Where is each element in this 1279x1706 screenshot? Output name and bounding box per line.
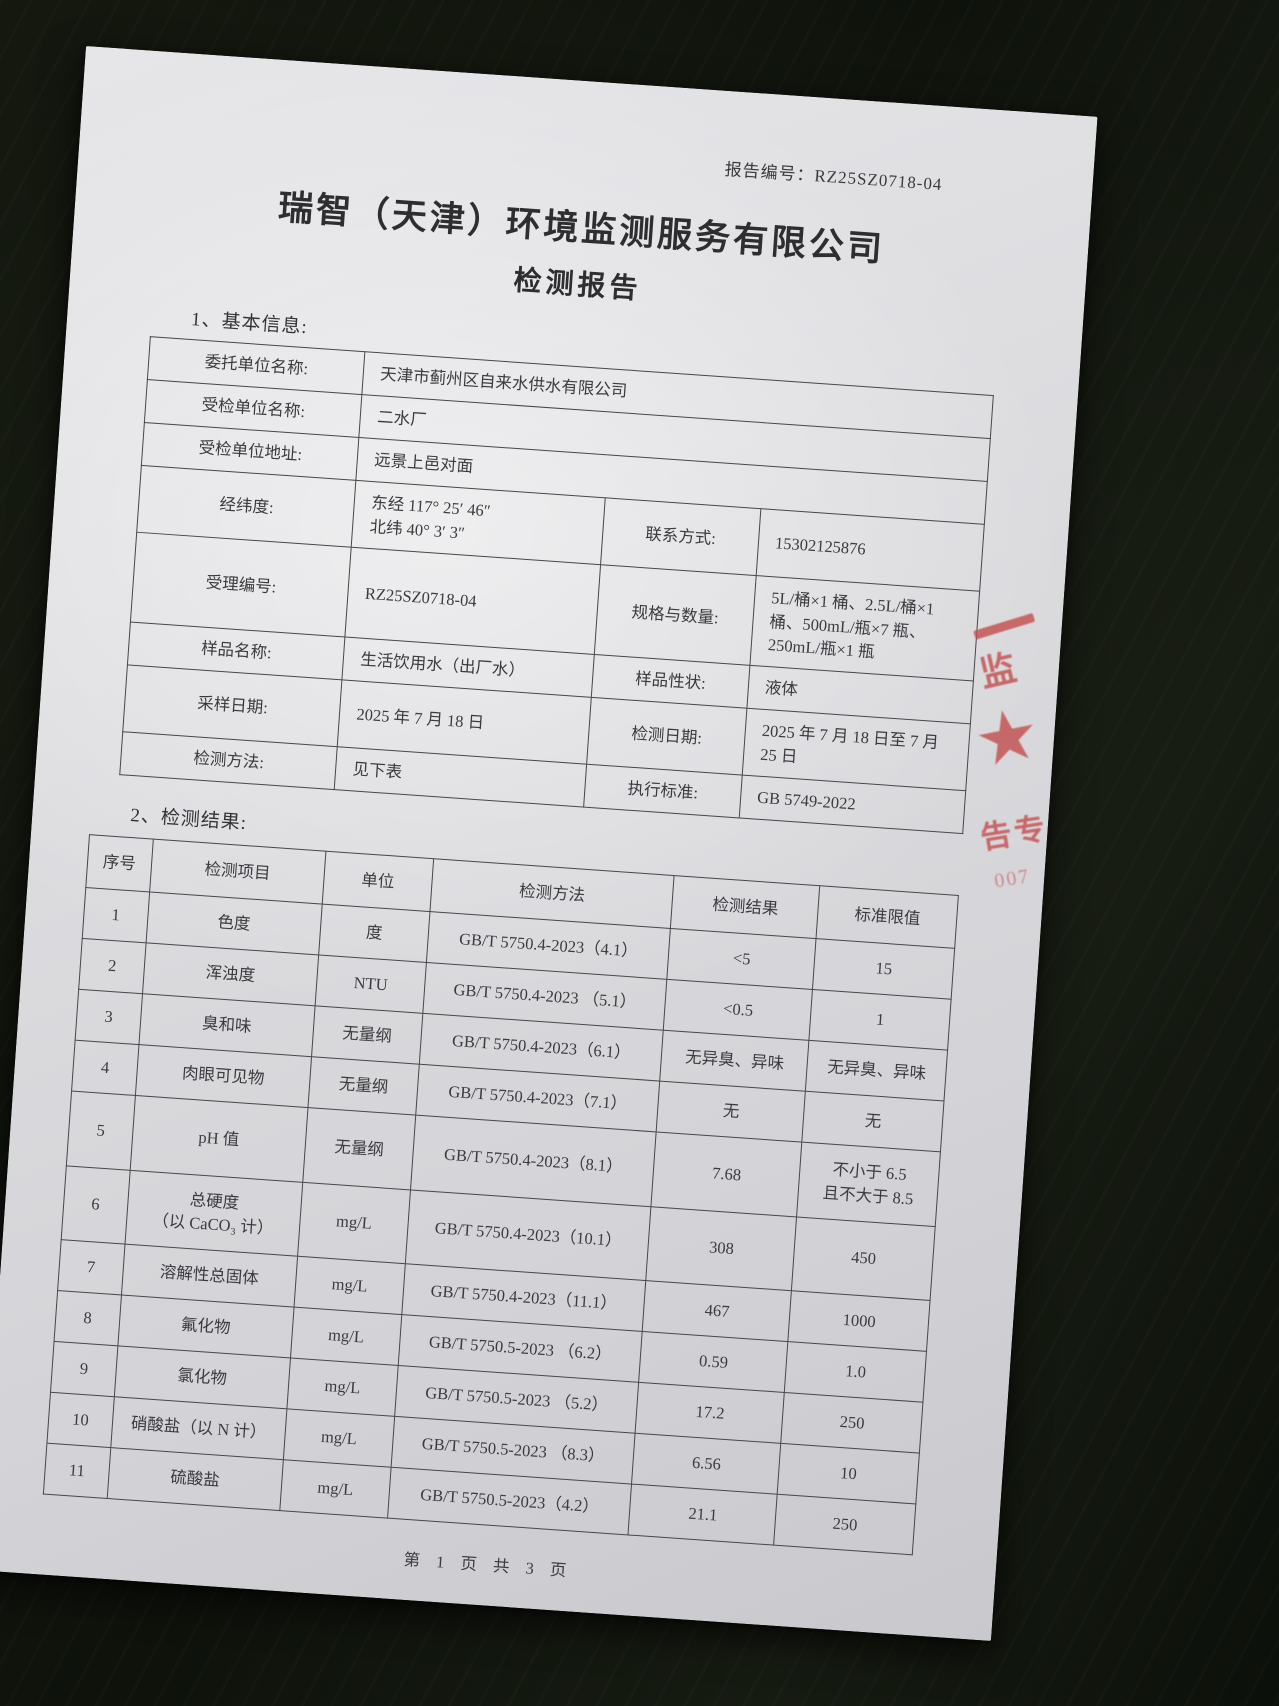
seal-char-bottom: 告专 [978, 810, 1051, 856]
field-label: 联系方式: [600, 497, 761, 576]
result-cell: mg/L [297, 1181, 411, 1265]
field-value: 5L/桶×1 桶、2.5L/桶×1 桶、500mL/瓶×7 瓶、250mL/瓶×… [749, 575, 980, 682]
field-label: 受理编号: [130, 531, 352, 638]
report-page: 报告编号：RZ25SZ0718-04 瑞智（天津）环境监测服务有限公司 检测报告… [0, 46, 1098, 1642]
result-cell: 450 [791, 1216, 936, 1301]
result-cell: mg/L [290, 1307, 402, 1366]
results-table-body: 1 色度度 GB/T 5750.4-2023（4.1） <5 15 2 浑浊度 NTU GB/T… [43, 887, 955, 1555]
column-header: 标准限值 [816, 885, 959, 949]
basic-info-table-body: 委托单位名称: 天津市蓟州区自来水供水有限公司 受检单位名称: 二水厂 受检单位地址: 远… [119, 336, 994, 834]
result-cell: 无量纲 [311, 1005, 423, 1064]
result-cell: 1 [82, 887, 150, 943]
result-cell: 3 [75, 989, 143, 1045]
seal-char-top: 监 [976, 647, 1021, 695]
result-cell: 10 [46, 1392, 114, 1448]
result-cell: NTU [315, 954, 427, 1014]
result-cell: 6 [61, 1165, 130, 1245]
result-cell: 11 [43, 1443, 111, 1499]
result-cell: 21.1 [628, 1484, 778, 1546]
result-cell: 2 [78, 938, 146, 994]
result-cell: 无量纲 [302, 1107, 416, 1190]
result-cell: mg/L [279, 1459, 392, 1519]
result-cell: 度 [318, 904, 430, 963]
column-header: 单位 [322, 851, 434, 912]
result-cell: 8 [54, 1290, 122, 1347]
result-cell: mg/L [293, 1256, 406, 1315]
seal-stroke [973, 612, 1036, 640]
result-cell: 不小于 6.5 且不大于 8.5 [797, 1141, 941, 1227]
result-cell: 250 [774, 1494, 916, 1555]
result-cell: pH 值 [129, 1095, 308, 1182]
result-cell: 308 [645, 1206, 798, 1292]
result-cell: 无量纲 [307, 1056, 420, 1115]
report-number-value: RZ25SZ0718-04 [813, 166, 944, 195]
result-cell: 5 [66, 1090, 136, 1170]
column-header: 序号 [85, 834, 153, 892]
report-number-label: 报告编号： [724, 159, 816, 186]
result-cell: 9 [50, 1341, 118, 1397]
result-cell: mg/L [283, 1408, 395, 1468]
result-cell: 总硬度 （以 CaCO₃ 计） [124, 1169, 303, 1257]
basic-info-table: 委托单位名称: 天津市蓟州区自来水供水有限公司 受检单位名称: 二水厂 受检单位地址: 远… [119, 336, 994, 834]
results-table: 序号 检测项目 单位 检测方法 检测结果 标准限值 1 色度度 GB/T 5750.4-202… [43, 834, 959, 1555]
result-cell: 7 [57, 1240, 125, 1296]
result-cell: 7.68 [651, 1131, 803, 1217]
result-cell: 4 [71, 1039, 139, 1096]
field-label: 检测日期: [586, 697, 747, 776]
field-label: 规格与数量: [594, 564, 757, 666]
result-cell: mg/L [286, 1358, 399, 1417]
field-value: RZ25SZ0718-04 [345, 546, 601, 655]
seal-star-icon: ★ [968, 692, 1047, 784]
result-cell: 硫酸盐 [106, 1447, 284, 1511]
